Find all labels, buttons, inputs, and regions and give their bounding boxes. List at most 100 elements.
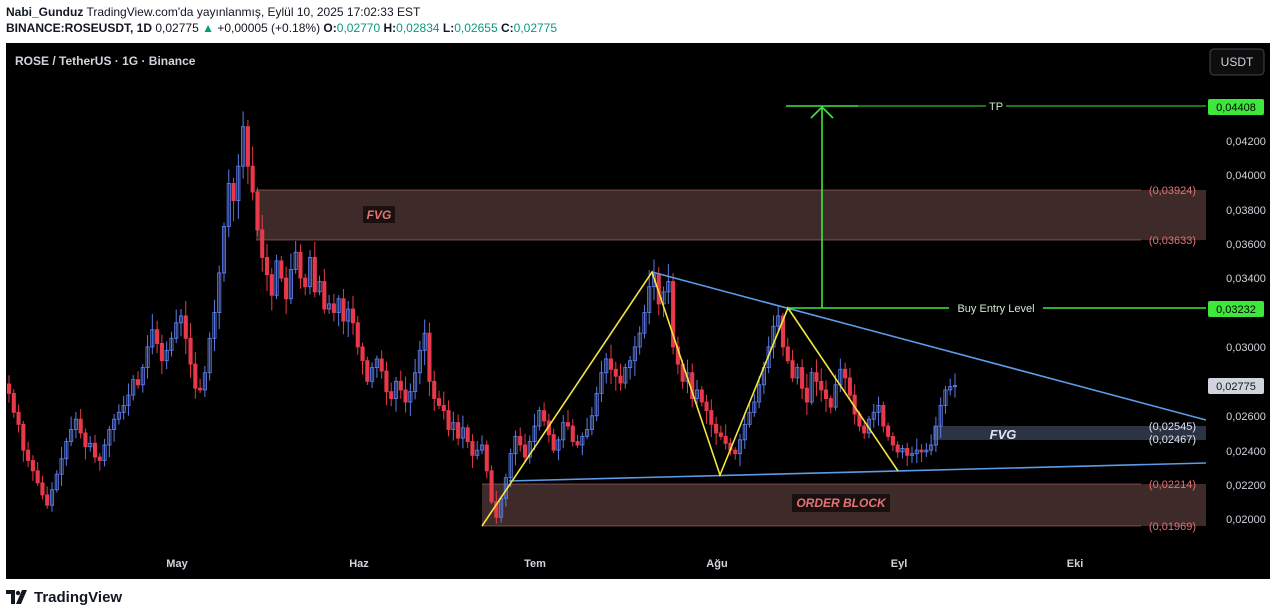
candle-body [121,404,126,413]
candle-body [800,367,805,389]
price-tick: 0,02600 [1226,411,1266,423]
candle-body [269,274,274,296]
candle-body [580,435,585,446]
footer-brand[interactable]: TradingView [6,586,122,608]
time-axis[interactable]: May Haz Tem Ağu Eyl Eki [166,558,1083,570]
candle-body [886,425,891,437]
candle-body [508,453,513,479]
candle-body [718,432,723,437]
candle-body [198,387,203,391]
candle-body [159,343,164,362]
candle-body [417,349,422,374]
tradingview-logo-icon [6,590,27,604]
candle-body [776,315,781,327]
candle-body [379,358,384,372]
time-tick: Eki [1067,558,1084,570]
candle-body [470,441,475,456]
candle-body [685,372,690,382]
w-pattern-line [481,270,899,527]
descending-trendline [651,271,1207,421]
candle-body [790,360,795,379]
candle-body [422,332,427,351]
currency-button[interactable]: USDT [1209,48,1265,76]
candle-body [298,251,303,279]
fvg-low-low-label: (0,02467) [1149,434,1196,446]
chart-area[interactable]: FVG ORDER BLOCK FVG (0,03924) (0,03633) … [6,43,1270,579]
price-tick: 0,04200 [1226,136,1266,148]
candle-body [475,449,480,456]
order-block-tag: ORDER BLOCK [792,494,890,512]
candle-body [145,346,150,369]
author-name[interactable]: Nabi_Gunduz [6,5,84,19]
price-tick: 0,03800 [1226,205,1266,217]
candle-body [436,398,442,406]
candle-body [49,489,55,506]
candle-body [804,387,809,403]
candle-body [733,449,738,455]
ascending-trendline [508,462,1207,482]
candle-body [881,404,886,427]
candle-body [771,325,776,348]
price-tick: 0,02200 [1226,480,1266,492]
candle-body [465,427,470,443]
fvg-low-label: FVG [990,427,1017,442]
candle-body [833,384,838,408]
candle-body [413,372,418,393]
candle-body [456,422,461,439]
price-chart[interactable]: FVG ORDER BLOCK FVG (0,03924) (0,03633) … [6,43,1270,579]
tp-price-value: 0,04408 [1216,102,1256,114]
candle-body [307,256,313,288]
candle-body [757,384,762,403]
candle-body [245,126,250,167]
candle-body [938,404,943,427]
candle-body [116,411,121,420]
candle-body [322,281,327,310]
candle-body [360,346,365,362]
candle-body [460,427,465,439]
target-arrow-head-icon [810,105,834,119]
candle-body [16,411,21,425]
candle-body [398,380,403,391]
candle-body [876,404,881,413]
currency-button-label: USDT [1221,55,1254,69]
price-axis[interactable]: USDT 0,04200 0,04000 0,03800 0,03600 0,0… [1208,48,1266,526]
candle-body [331,303,336,313]
candle-body [661,291,666,305]
tp-price-tag: 0,04408 [1208,99,1264,115]
candle-body [785,346,790,362]
candle-body [924,449,929,453]
candle-body [274,260,279,296]
candle-body [952,385,958,388]
candle-body [489,470,494,503]
candle-body [843,368,848,379]
candle-body [355,322,360,348]
close-value: 0,02775 [513,21,558,35]
tp-label: TP [989,101,1003,113]
candle-body [446,410,451,430]
candle-body [862,425,867,434]
candle-body [632,346,637,362]
candle-body [451,422,456,430]
candle-body [704,401,709,412]
publish-header: Nabi_Gunduz TradingView.com'da yayınlanm… [6,4,557,36]
candle-body [327,303,332,310]
candle-body [288,269,293,300]
candle-body [264,256,270,276]
candle-body [370,367,375,382]
candle-body [40,482,45,496]
time-tick: May [166,558,188,570]
candle-body [102,444,107,461]
candle-body [585,429,590,437]
candle-body [699,389,704,403]
candle-body [150,329,155,348]
candle-body [484,444,489,472]
candle-body [293,251,298,270]
chart-legend[interactable]: ROSE / TetherUS · 1G · Binance [15,54,196,68]
candle-body [250,165,255,193]
candle-body [336,298,341,313]
candle-body [909,453,915,456]
current-price-value: 0,02775 [1216,381,1256,393]
candle-body [589,415,594,430]
time-tick: Ağu [706,558,727,570]
candle-body [135,379,141,386]
